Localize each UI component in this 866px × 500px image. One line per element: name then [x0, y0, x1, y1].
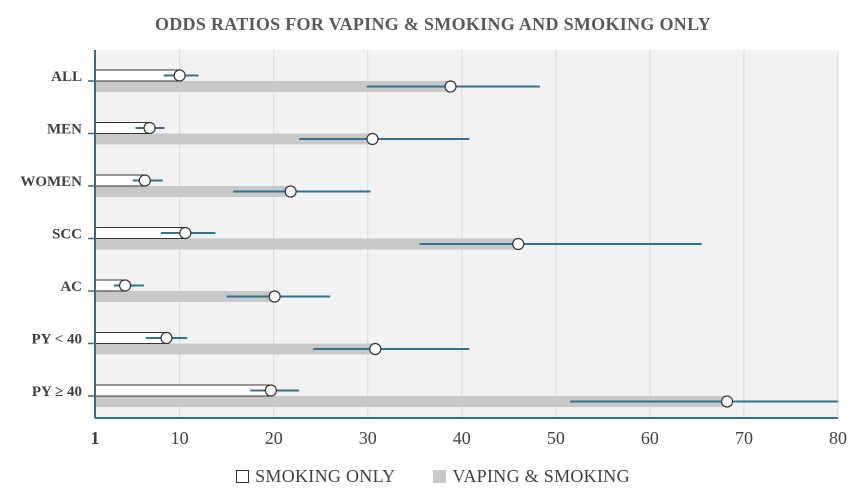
- x-tick-labels: 1 10 20 30 40 50 60 70 80: [91, 428, 848, 448]
- marker-vaping-smoking-1: [366, 132, 379, 146]
- legend: SMOKING ONLY VAPING & SMOKING: [0, 466, 866, 487]
- category-label-1: MEN: [47, 122, 82, 138]
- category-label-3: SCC: [52, 227, 82, 243]
- x-tick-label-40: 40: [453, 428, 471, 448]
- legend-label-vaping-smoking: VAPING & SMOKING: [452, 466, 630, 486]
- legend-label-smoking-only: SMOKING ONLY: [255, 466, 396, 486]
- plot-background: [95, 50, 838, 418]
- chart-title: ODDS RATIOS FOR VAPING & SMOKING AND SMO…: [154, 14, 712, 34]
- bar-vaping-smoking-5: [95, 343, 376, 355]
- x-tick-label-20: 20: [265, 428, 283, 448]
- plot-area: [95, 50, 838, 418]
- marker-vaping-smoking-3: [512, 237, 525, 251]
- x-tick-label-1: 1: [91, 428, 100, 448]
- confidence-intervals: [113, 74, 838, 403]
- bar-smoking-only-6: [94, 384, 272, 397]
- point-markers: [118, 69, 734, 408]
- marker-smoking-only-1: [143, 121, 156, 135]
- category-label-5: PY < 40: [32, 332, 83, 348]
- x-tick-label-70: 70: [735, 428, 753, 448]
- x-tick-label-60: 60: [641, 428, 659, 448]
- category-label-4: AC: [60, 279, 82, 295]
- legend-item-vaping-smoking: VAPING & SMOKING: [433, 466, 630, 487]
- legend-item-smoking-only: SMOKING ONLY: [236, 466, 395, 487]
- bar-vaping-smoking-0: [95, 81, 451, 92]
- x-tick-label-30: 30: [359, 428, 377, 448]
- marker-smoking-only-4: [118, 279, 132, 292]
- bar-vaping-smoking-6: [95, 396, 728, 407]
- marker-vaping-smoking-0: [444, 80, 457, 93]
- bar-vaping-smoking-2: [95, 186, 291, 197]
- marker-vaping-smoking-4: [268, 290, 281, 303]
- legend-swatch-smoking-only: [236, 470, 250, 483]
- marker-smoking-only-0: [173, 69, 186, 82]
- x-tick-label-80: 80: [829, 428, 847, 448]
- bars: [94, 69, 728, 407]
- x-tick-label-50: 50: [547, 428, 565, 448]
- bar-vaping-smoking-4: [95, 291, 275, 302]
- axes: [88, 50, 838, 419]
- category-label-2: WOMEN: [20, 174, 82, 190]
- marker-smoking-only-6: [264, 384, 277, 397]
- marker-vaping-smoking-2: [284, 185, 297, 198]
- bar-vaping-smoking-1: [95, 133, 373, 145]
- x-tick-label-10: 10: [171, 428, 189, 448]
- legend-swatch-vaping-smoking: [433, 470, 447, 483]
- marker-vaping-smoking-6: [720, 395, 734, 408]
- category-label-0: ALL: [51, 69, 82, 85]
- marker-smoking-only-3: [179, 226, 192, 240]
- category-labels: ALL MEN WOMEN SCC AC PY < 40 PY ≥ 40: [20, 69, 82, 400]
- category-label-6: PY ≥ 40: [32, 384, 82, 400]
- marker-smoking-only-5: [160, 331, 173, 345]
- bar-vaping-smoking-3: [95, 238, 519, 250]
- marker-vaping-smoking-5: [369, 342, 382, 356]
- marker-smoking-only-2: [138, 174, 151, 187]
